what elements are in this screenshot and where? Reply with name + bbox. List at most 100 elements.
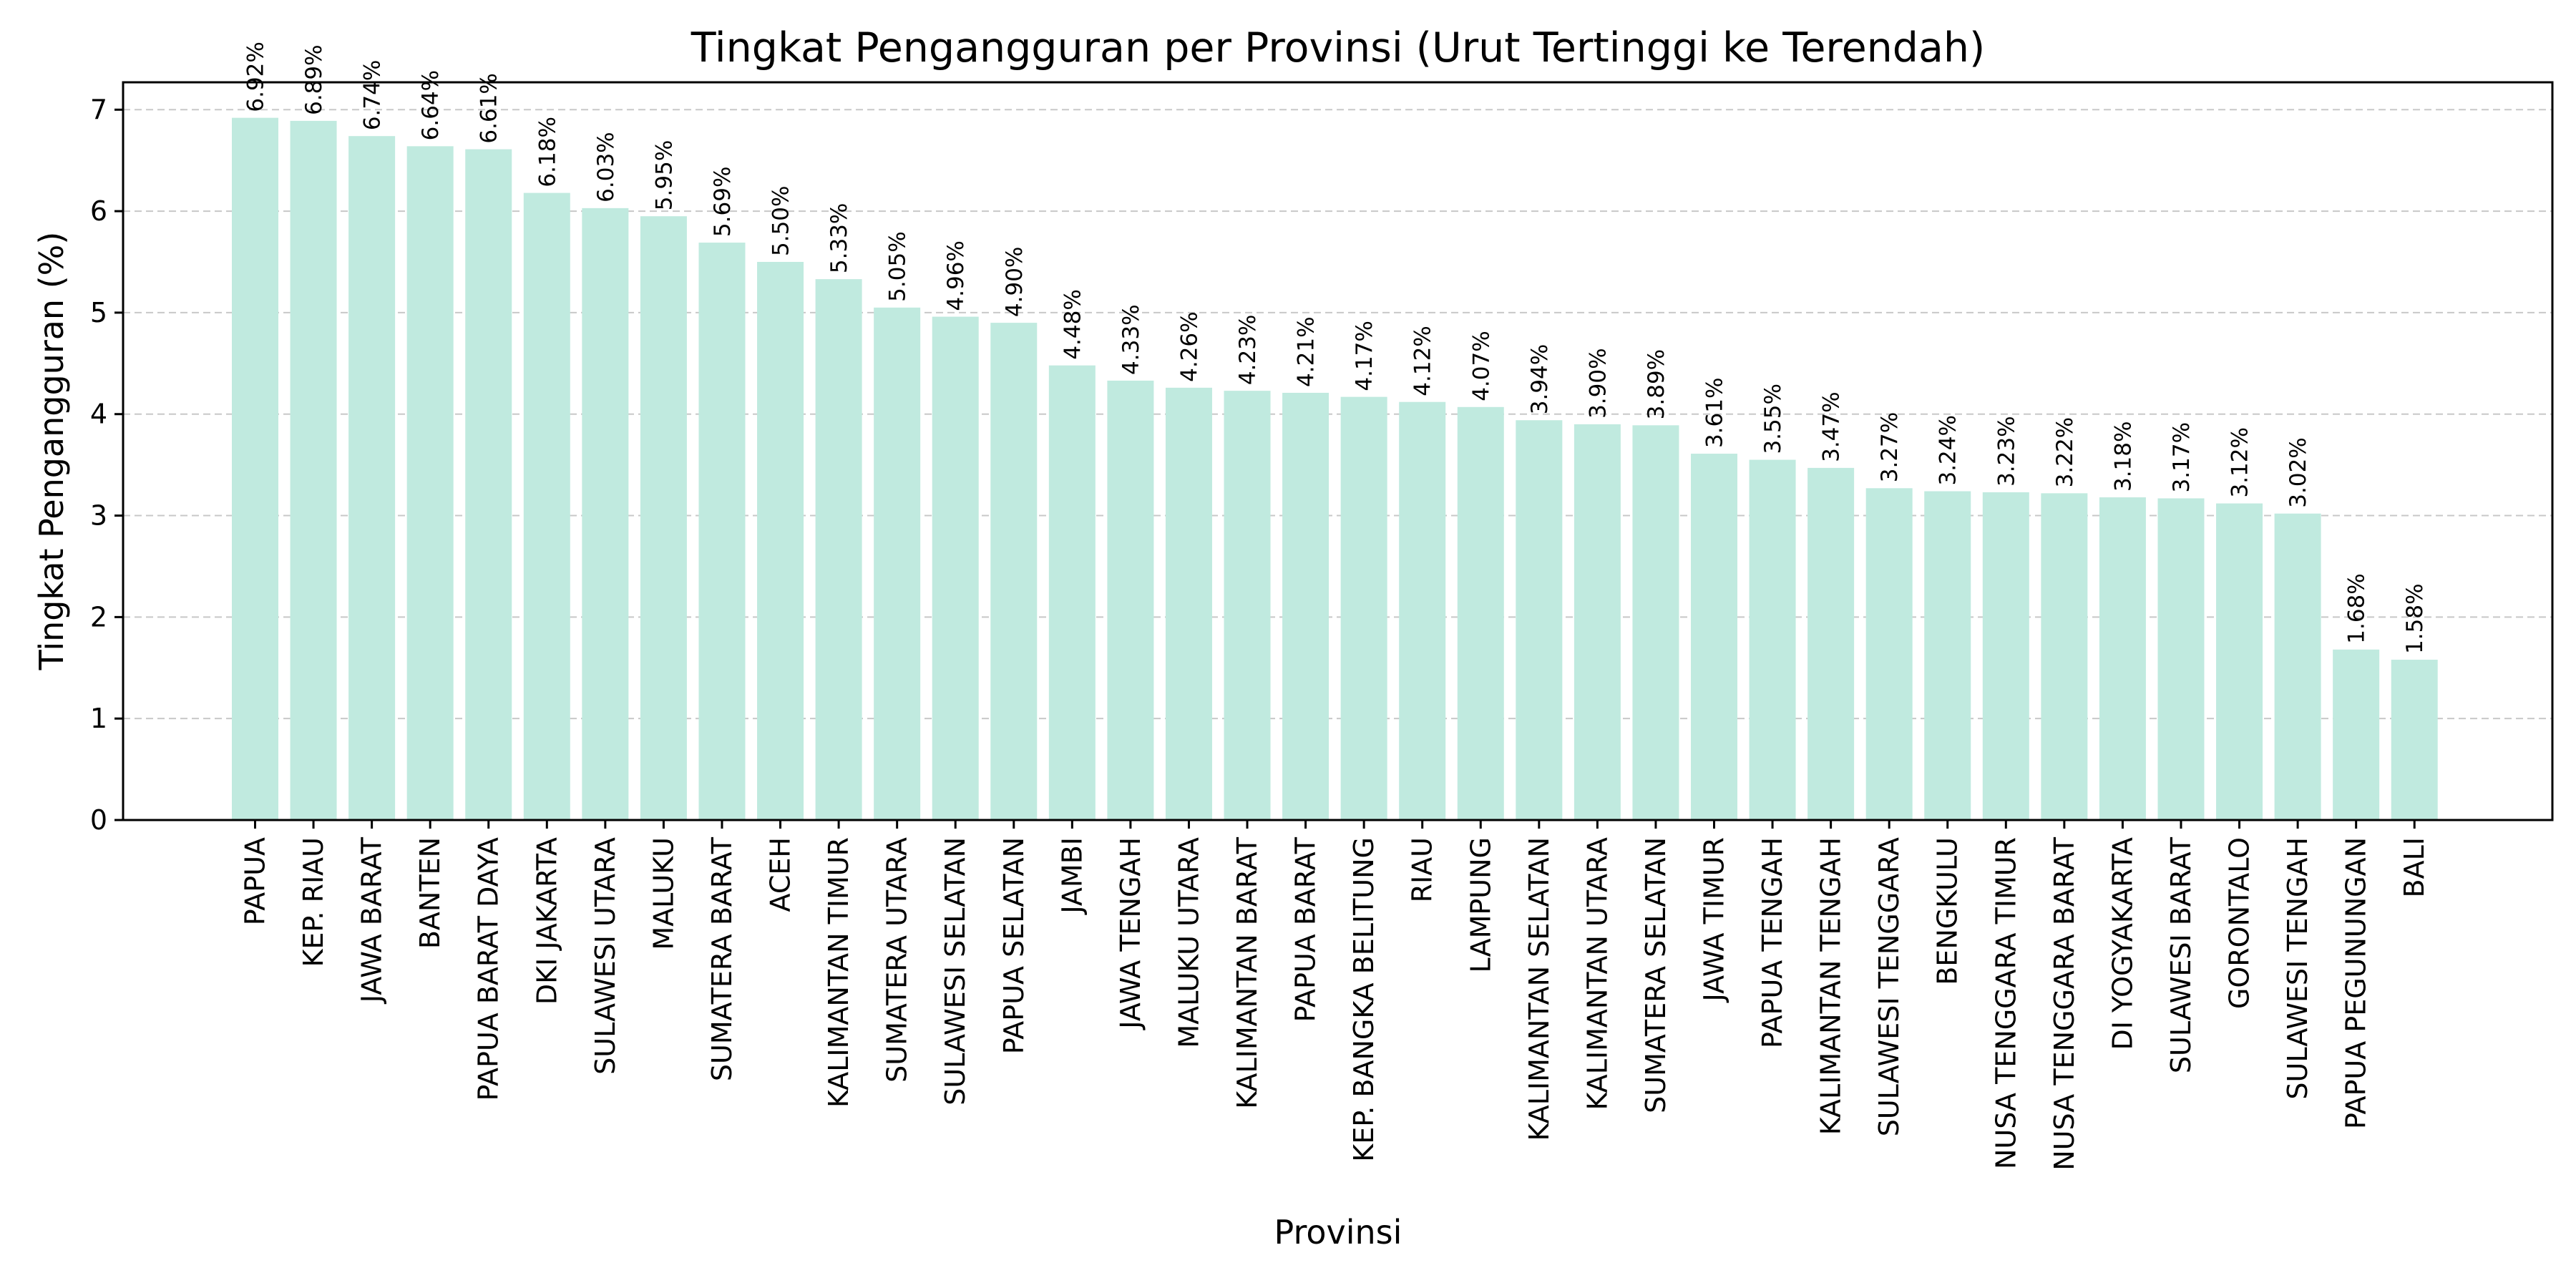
bar-value-label: 6.89%	[301, 44, 327, 114]
bar-value-label: 6.64%	[418, 70, 444, 140]
y-tick-label: 0	[90, 804, 107, 836]
x-tick-label: KALIMANTAN UTARA	[1581, 837, 1613, 1111]
bar-value-label: 4.96%	[943, 240, 969, 311]
bar	[1224, 391, 1271, 820]
y-tick-label: 4	[90, 399, 107, 430]
bar	[874, 307, 921, 820]
x-tick-label: BENGKULU	[1932, 837, 1963, 985]
bar	[290, 120, 337, 820]
bar	[1749, 459, 1796, 820]
bar-value-label: 1.58%	[2402, 583, 2428, 653]
bar-value-label: 5.33%	[826, 203, 852, 273]
plot-area-frame	[122, 81, 2554, 821]
bar-value-label: 5.69%	[710, 167, 736, 237]
bar-value-label: 5.50%	[769, 186, 794, 256]
x-tick-label: KALIMANTAN SELATAN	[1523, 837, 1555, 1141]
bar-value-label: 6.74%	[360, 60, 386, 130]
bar-value-labels: 6.92% 6.89% 6.74% 6.64% 6.61% 6.18% 6.03% 5.95%…	[243, 42, 2429, 654]
bar	[582, 208, 629, 820]
bar-value-label: 4.26%	[1176, 311, 1202, 381]
bar-value-label: 3.22%	[2052, 417, 2078, 487]
x-tick-label: NUSA TENGGARA TIMUR	[1990, 837, 2021, 1169]
bar	[2157, 498, 2205, 820]
bar	[1807, 467, 1855, 820]
x-tick-label: KALIMANTAN BARAT	[1231, 836, 1263, 1109]
x-tick-label: KEP. RIAU	[298, 837, 329, 967]
y-tick-label: 5	[90, 297, 107, 328]
bar	[1399, 401, 1446, 820]
bar-value-label: 4.17%	[1352, 321, 1377, 391]
bar	[1924, 491, 1971, 820]
bar-value-label: 3.94%	[1527, 344, 1553, 414]
x-tick-label: PAPUA SELATAN	[998, 837, 1030, 1054]
bar-value-label: 4.07%	[1468, 331, 1494, 401]
x-tick-label: KALIMANTAN TIMUR	[823, 837, 854, 1108]
bar-value-label: 3.27%	[1877, 412, 1903, 482]
bar	[2391, 659, 2438, 820]
bar-value-label: 3.12%	[2228, 427, 2253, 497]
bar	[406, 146, 454, 820]
x-axis-ticks: PAPUA KEP. RIAU JAWA BARAT BANTEN PAPUA BARA…	[240, 820, 2430, 1171]
bar-value-label: 6.03%	[593, 132, 619, 202]
x-tick-label: BALI	[2399, 837, 2430, 897]
bar	[523, 192, 570, 820]
bar-value-label: 5.95%	[651, 140, 677, 210]
bar-value-label: 3.55%	[1760, 384, 1786, 454]
bar-value-label: 3.23%	[1994, 416, 2019, 486]
bar	[2041, 493, 2088, 820]
x-tick-label: JAMBI	[1056, 837, 1088, 915]
bar	[1048, 365, 1096, 820]
x-tick-label: LAMPUNG	[1465, 837, 1496, 972]
bar	[1982, 492, 2029, 820]
bar-value-label: 6.61%	[477, 73, 502, 143]
bar	[232, 117, 278, 820]
x-tick-label: JAWA TENGAH	[1115, 837, 1146, 1030]
x-tick-label: DI YOGYAKARTA	[2107, 837, 2138, 1050]
bar-value-label: 3.89%	[1644, 349, 1669, 419]
y-axis-label: Tingkat Pengangguran (%)	[32, 232, 71, 671]
bar-value-label: 3.24%	[1936, 415, 1961, 485]
bar-value-label: 3.18%	[2110, 421, 2136, 492]
x-tick-label: PAPUA PEGUNUNGAN	[2341, 837, 2372, 1129]
x-tick-label: MALUKU	[648, 837, 679, 950]
bar-value-label: 1.68%	[2344, 573, 2370, 643]
bar	[1282, 392, 1330, 820]
bar-value-label: 4.21%	[1294, 316, 1319, 386]
bar-value-label: 3.61%	[1702, 378, 1728, 448]
bar	[1865, 488, 1913, 820]
bar	[2099, 497, 2146, 820]
bar-value-label: 4.33%	[1118, 304, 1144, 374]
bar-value-label: 5.05%	[885, 231, 911, 301]
bar	[1691, 454, 1737, 820]
bar	[1107, 380, 1154, 820]
x-tick-label: SUMATERA UTARA	[882, 837, 913, 1083]
x-tick-label: PAPUA BARAT DAYA	[473, 837, 504, 1101]
y-tick-label: 7	[90, 94, 107, 125]
x-tick-label: GORONTALO	[2224, 837, 2255, 1009]
bar-value-label: 4.48%	[1060, 289, 1085, 359]
bar	[1457, 406, 1504, 820]
bar	[348, 136, 396, 821]
bar	[1165, 387, 1212, 820]
bar-value-label: 4.12%	[1410, 326, 1436, 396]
y-axis-ticks: 0 1 2 3 4 5 6 7	[90, 94, 123, 836]
bar	[465, 149, 512, 821]
bar	[2274, 513, 2321, 820]
x-tick-label: SULAWESI TENGAH	[2282, 837, 2313, 1100]
y-tick-label: 3	[90, 500, 107, 532]
x-tick-label: SULAWESI UTARA	[590, 837, 621, 1075]
x-tick-label: NUSA TENGGARA BARAT	[2049, 836, 2080, 1171]
chart-title: Tingkat Pengangguran per Provinsi (Urut …	[691, 24, 1986, 72]
x-tick-label: ACEH	[765, 837, 796, 912]
bar	[1516, 420, 1563, 820]
x-tick-label: JAWA BARAT	[356, 836, 388, 1004]
x-tick-label: PAPUA TENGAH	[1757, 837, 1788, 1048]
bar-value-label: 4.23%	[1235, 315, 1261, 385]
x-tick-label: SULAWESI TENGGARA	[1873, 837, 1905, 1136]
x-tick-label: KALIMANTAN TENGAH	[1815, 837, 1847, 1135]
bar	[757, 262, 804, 820]
bar	[2216, 503, 2263, 820]
y-tick-label: 1	[90, 703, 107, 734]
bar-value-label: 3.02%	[2285, 437, 2311, 507]
